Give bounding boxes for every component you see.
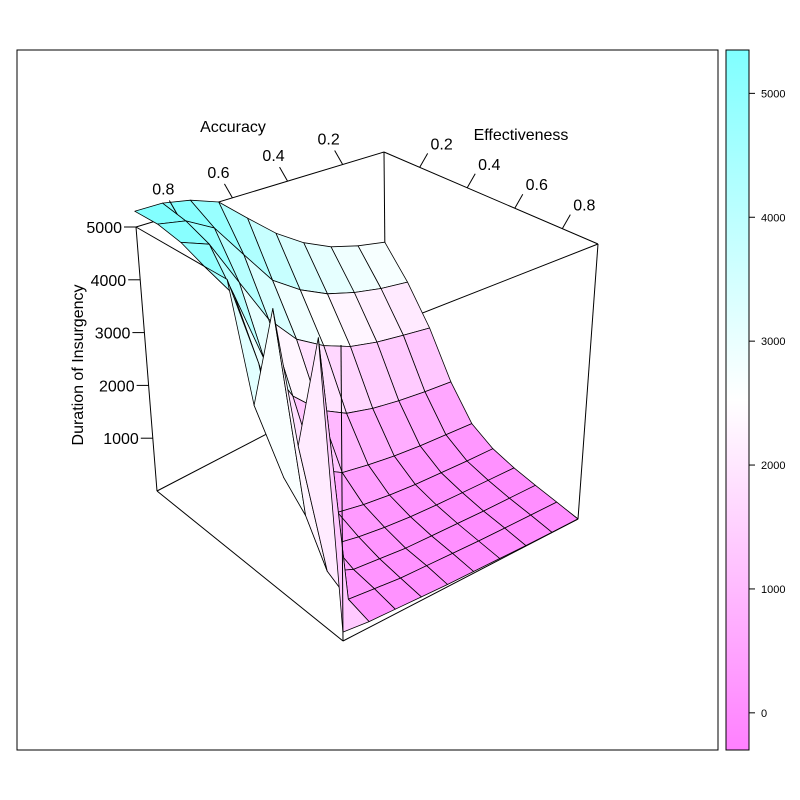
x-tick-label: 0.8	[152, 182, 174, 199]
x-tick-label: 0.2	[318, 132, 340, 149]
x-tick-mark	[279, 166, 288, 182]
z-tick-label: 2000	[99, 378, 135, 395]
plot-frame	[16, 49, 719, 751]
colorkey-ticks: 0 1000 2000 3000 4000 5000	[749, 88, 785, 720]
y-tick-label: 0.8	[573, 198, 595, 215]
y-axis-title: Effectiveness	[474, 127, 569, 144]
x-tick-mark	[334, 150, 344, 165]
colorkey-tick-label: 5000	[761, 88, 785, 100]
y-tick-mark	[561, 214, 571, 229]
surface-mesh	[134, 199, 579, 633]
box-edge	[135, 226, 158, 492]
colorkey-tick-label: 0	[761, 708, 767, 720]
y-tick-label: 0.6	[526, 177, 548, 194]
colorkey-tick-label: 3000	[761, 336, 785, 348]
z-axis-title: Duration of Insurgency	[70, 285, 87, 446]
colorkey-tick-label: 1000	[761, 584, 785, 596]
y-tick-mark	[419, 153, 429, 168]
z-tick-label: 1000	[103, 431, 139, 448]
y-tick-label: 0.4	[478, 157, 500, 174]
x-tick-label: 0.4	[262, 148, 284, 165]
box-edge	[577, 243, 599, 520]
box-edge	[156, 490, 344, 642]
colorkey-tick-label: 2000	[761, 460, 785, 472]
surface-facet	[317, 337, 370, 633]
box-edge	[342, 518, 579, 642]
x-tick-label: 0.6	[207, 165, 229, 182]
z-tick-label: 3000	[95, 326, 131, 343]
colorkey-tick-label: 4000	[761, 212, 785, 224]
z-tick-label: 4000	[91, 273, 127, 290]
axis-ticks: 0.8 0.6 0.4 0.2 0.2 0.4 0.6 0.8 1000 2000 3000 4000…	[86, 132, 595, 449]
x-tick-mark	[168, 200, 178, 215]
y-tick-mark	[514, 193, 524, 209]
box-edge	[340, 344, 344, 642]
colorkey-bar	[725, 49, 750, 751]
box-front-edges	[156, 344, 579, 642]
x-axis-title: Accuracy	[200, 119, 266, 136]
y-tick-mark	[466, 173, 476, 189]
x-tick-mark	[224, 183, 233, 199]
z-tick-label: 5000	[86, 220, 122, 237]
y-tick-label: 0.2	[431, 136, 453, 153]
